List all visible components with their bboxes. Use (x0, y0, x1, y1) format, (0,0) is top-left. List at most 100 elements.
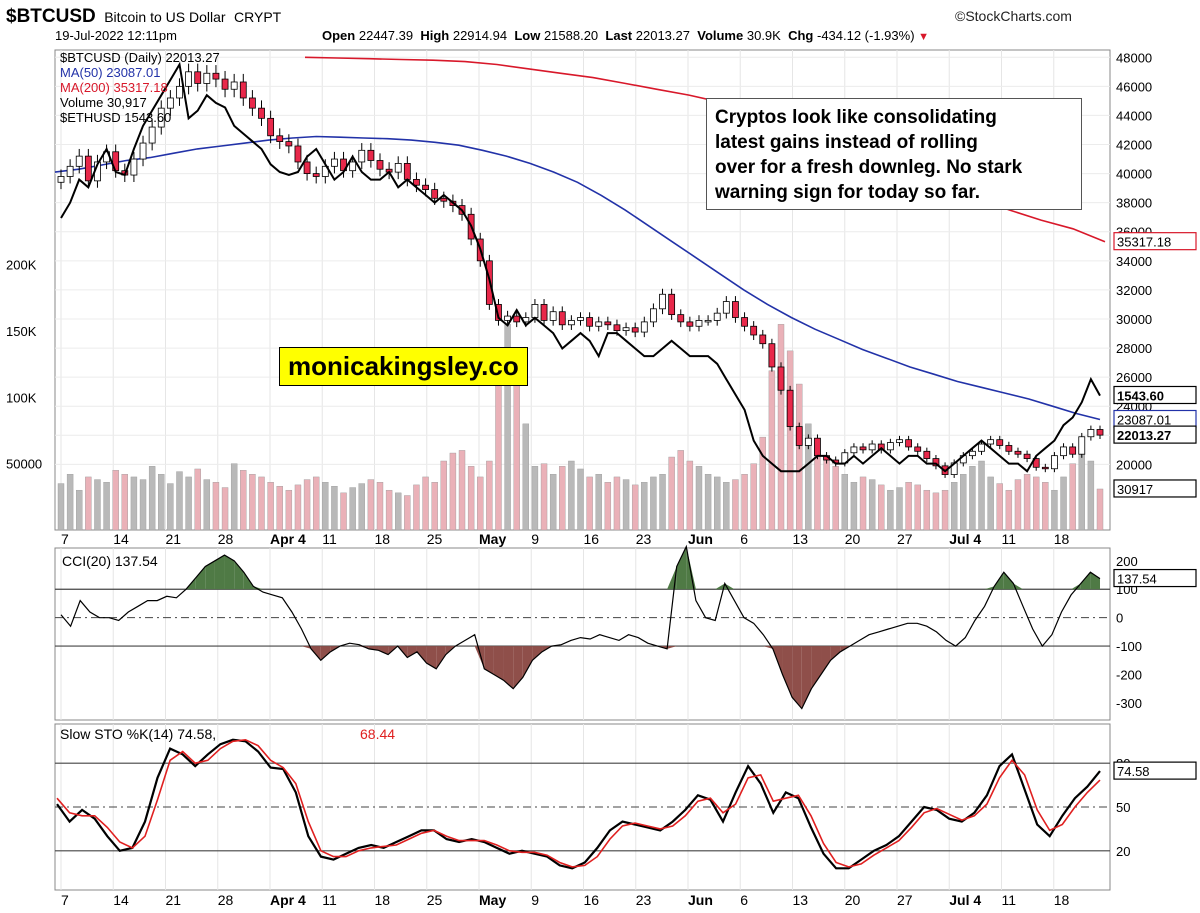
candle-body (595, 321, 603, 327)
last-price-badge-box (1113, 425, 1197, 444)
ohlc-line: Open 22447.39 High 22914.94 Low 21588.20… (322, 28, 929, 43)
candle-body (321, 165, 329, 177)
x-tick-label: 23 (636, 531, 652, 547)
volume-bar (385, 489, 393, 531)
y-tick-label: 40000 (1116, 167, 1152, 182)
cci-tick-label: -100 (1116, 639, 1142, 654)
x-tick-label: May (479, 892, 506, 908)
cci-oversold-fill (667, 646, 677, 649)
volume-bar (595, 474, 602, 531)
volume-bar (331, 486, 338, 531)
candle-body (185, 71, 192, 87)
volume-bar (559, 466, 566, 531)
cci-oversold-fill (830, 646, 841, 661)
cci-oversold-fill (474, 646, 485, 669)
x-tick-label: 20 (845, 892, 861, 908)
cci-oversold-fill (407, 646, 417, 658)
volume-bar (467, 466, 475, 531)
cci-tick-label: -200 (1116, 668, 1142, 683)
volume-bar (1014, 479, 1022, 531)
cci-overbought-fill (686, 546, 696, 590)
volume-bar (777, 324, 785, 531)
volume-bar (303, 479, 311, 531)
cci-overbought-fill (1080, 572, 1091, 590)
volume-bar (121, 474, 128, 531)
volume-bar (978, 460, 985, 531)
volume-bar (668, 456, 675, 531)
volume-bar (203, 479, 211, 531)
volume-bar (57, 483, 65, 531)
candle-body (376, 160, 384, 170)
candle-body (203, 72, 211, 84)
legend-entry: $ETHUSD 1543.60 (60, 110, 171, 125)
volume-bar (1042, 482, 1049, 531)
y-tick-label: 38000 (1116, 196, 1152, 211)
watermark-banner: monicakingsley.co (279, 347, 528, 386)
candle-body (549, 311, 557, 321)
y-tick-label: 48000 (1116, 50, 1152, 65)
volume-bar (76, 489, 83, 531)
candle-body (349, 161, 357, 172)
candle-body (586, 317, 594, 327)
candle-body (914, 446, 922, 452)
volume-bar (750, 463, 757, 531)
cci-oversold-fill (522, 646, 533, 678)
sto-k-legend: Slow STO %K(14) 74.58, (60, 726, 216, 742)
volume-bar (422, 476, 429, 531)
stockcharts-brand[interactable]: ©StockCharts.com (955, 8, 1072, 24)
y-tick-label: 44000 (1116, 108, 1152, 123)
x-tick-label: 9 (531, 531, 539, 547)
candle-body (413, 179, 420, 186)
cci-oversold-fill (426, 646, 437, 669)
candle-body (695, 320, 703, 327)
cci-oversold-fill (368, 646, 379, 651)
cci-badge: 137.54 (1117, 572, 1157, 587)
cci-overbought-fill (1003, 572, 1014, 590)
candle-body (1023, 453, 1031, 459)
x-tick-label: 9 (531, 892, 539, 908)
volume-tick-label: 150K (6, 324, 37, 339)
candle-body (358, 149, 366, 163)
symbol: $BTCUSD (6, 6, 96, 27)
candle-body (221, 78, 229, 90)
volume-bar (440, 460, 447, 531)
volume-bar (960, 474, 967, 531)
volume-bar (677, 450, 684, 531)
candle-body (303, 161, 311, 174)
candle-body (157, 107, 165, 128)
volume-tick-label: 100K (6, 390, 37, 405)
volume-bar (176, 471, 183, 531)
candle-body (768, 343, 776, 368)
last-label: Last (605, 28, 633, 43)
candle-body (495, 304, 502, 321)
cci-overbought-fill (676, 546, 687, 590)
y-tick-label: 42000 (1116, 138, 1152, 153)
volume-bar (240, 470, 247, 531)
candle-body (777, 366, 785, 391)
volume-bar (477, 476, 484, 531)
x-tick-label: 6 (740, 892, 748, 908)
volume-bar (413, 484, 420, 531)
candle-body (513, 315, 521, 323)
x-tick-label: 14 (113, 531, 129, 547)
cci-line (60, 544, 1101, 710)
candle-body (577, 317, 584, 321)
callout-line: over for a fresh downleg. No stark (715, 157, 1023, 178)
candle-body (604, 321, 612, 326)
x-tick-label: 11 (1002, 892, 1017, 908)
cci-oversold-fill (792, 646, 802, 709)
last-value: 22013.27 (635, 28, 690, 43)
ma200-badge: 35317.18 (1117, 235, 1171, 250)
candle-body (294, 145, 302, 163)
candle-body (640, 321, 648, 333)
candle-body (130, 158, 138, 176)
low-label: Low (514, 28, 541, 43)
volume-bar (1051, 489, 1058, 531)
volume-bar (449, 452, 457, 531)
candle-body (631, 327, 639, 333)
chg-value: -434.12 (-1.93%) (816, 28, 915, 43)
volume-bar (759, 436, 766, 531)
x-tick-label: 6 (740, 531, 748, 547)
volume-bar (786, 350, 794, 531)
volume-value: 30.9K (746, 28, 781, 43)
